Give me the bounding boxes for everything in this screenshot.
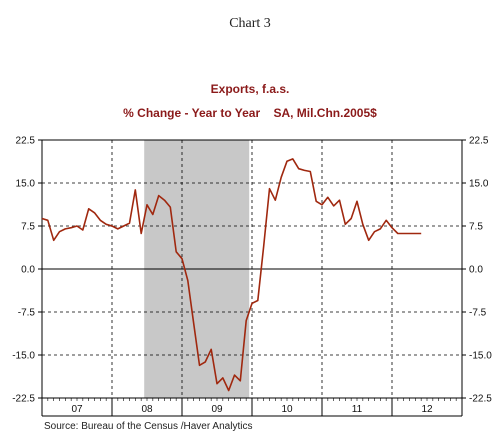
y-tick-label-right: -22.5 (469, 394, 492, 405)
y-tick-label-right: -15.0 (469, 351, 492, 362)
x-tick-label: 08 (141, 404, 153, 415)
page-title: Chart 3 (229, 16, 271, 31)
plot-frame (41, 139, 463, 399)
chart-subtitle: % Change - Year to Year SA, Mil.Chn.2005… (123, 106, 377, 120)
y-tick-label-left: -7.5 (18, 308, 36, 319)
y-tick-label-right: -7.5 (469, 308, 487, 319)
x-tick-label: 07 (71, 404, 83, 415)
series-line-exports (41, 158, 422, 392)
y-tick-label-right: 15.0 (469, 179, 489, 190)
y-tick-label-left: 7.5 (21, 222, 35, 233)
y-tick-label-right: 7.5 (469, 222, 483, 233)
source-note: Source: Bureau of the Census /Haver Anal… (44, 421, 253, 432)
x-tick-label: 11 (352, 404, 363, 415)
chart-title: Exports, f.a.s. (210, 82, 290, 96)
y-tick-label-left: -22.5 (12, 394, 35, 405)
y-tick-label-right: 22.5 (469, 136, 489, 147)
y-tick-label-left: 15.0 (16, 179, 36, 190)
y-tick-label-left: 0.0 (21, 265, 35, 276)
y-tick-label-left: -15.0 (12, 351, 35, 362)
x-tick-label: 09 (211, 404, 223, 415)
x-tick-label: 10 (281, 404, 293, 415)
y-tick-label-left: 22.5 (16, 136, 36, 147)
y-tick-label-right: 0.0 (469, 265, 483, 276)
x-tick-label: 12 (421, 404, 433, 415)
